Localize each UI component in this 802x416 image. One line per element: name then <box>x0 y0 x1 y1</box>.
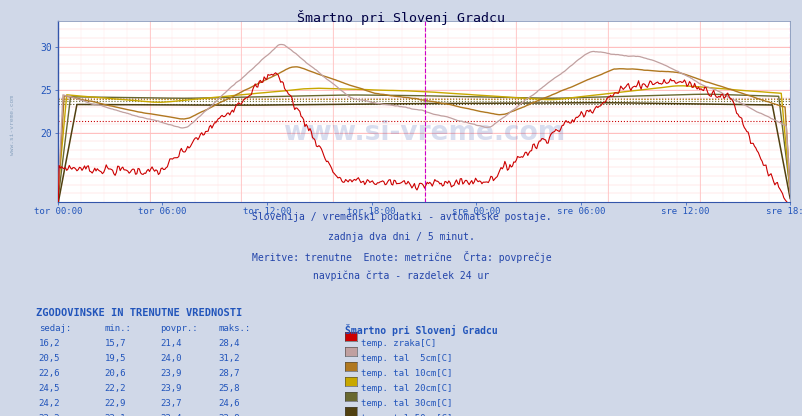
Text: 21,4: 21,4 <box>160 339 182 349</box>
Text: navpična črta - razdelek 24 ur: navpična črta - razdelek 24 ur <box>313 271 489 281</box>
Text: www.si-vreme.com: www.si-vreme.com <box>10 95 14 155</box>
Text: maks.:: maks.: <box>218 324 250 334</box>
Text: povpr.:: povpr.: <box>160 324 198 334</box>
Text: temp. tal 30cm[C]: temp. tal 30cm[C] <box>360 399 452 409</box>
Text: 24,5: 24,5 <box>38 384 60 394</box>
Text: Šmartno pri Slovenj Gradcu: Šmartno pri Slovenj Gradcu <box>297 10 505 25</box>
Text: 24,6: 24,6 <box>218 399 240 409</box>
Text: temp. tal 10cm[C]: temp. tal 10cm[C] <box>360 369 452 379</box>
Text: 23,2: 23,2 <box>38 414 60 416</box>
Text: 23,7: 23,7 <box>160 399 182 409</box>
Text: 25,8: 25,8 <box>218 384 240 394</box>
Text: 28,7: 28,7 <box>218 369 240 379</box>
Text: temp. tal 50cm[C]: temp. tal 50cm[C] <box>360 414 452 416</box>
Text: min.:: min.: <box>104 324 131 334</box>
Text: 23,4: 23,4 <box>160 414 182 416</box>
Text: temp. zraka[C]: temp. zraka[C] <box>360 339 435 349</box>
Text: temp. tal  5cm[C]: temp. tal 5cm[C] <box>360 354 452 364</box>
Text: 23,9: 23,9 <box>160 384 182 394</box>
Text: www.si-vreme.com: www.si-vreme.com <box>282 120 565 146</box>
Text: 15,7: 15,7 <box>104 339 126 349</box>
Text: 20,6: 20,6 <box>104 369 126 379</box>
Text: 23,8: 23,8 <box>218 414 240 416</box>
Text: 20,5: 20,5 <box>38 354 60 364</box>
Text: temp. tal 20cm[C]: temp. tal 20cm[C] <box>360 384 452 394</box>
Text: Meritve: trenutne  Enote: metrične  Črta: povprečje: Meritve: trenutne Enote: metrične Črta: … <box>251 251 551 263</box>
Text: zadnja dva dni / 5 minut.: zadnja dva dni / 5 minut. <box>328 232 474 242</box>
Text: 24,2: 24,2 <box>38 399 60 409</box>
Text: 24,0: 24,0 <box>160 354 182 364</box>
Text: 22,2: 22,2 <box>104 384 126 394</box>
Text: 16,2: 16,2 <box>38 339 60 349</box>
Text: 31,2: 31,2 <box>218 354 240 364</box>
Text: sedaj:: sedaj: <box>38 324 71 334</box>
Text: 22,9: 22,9 <box>104 399 126 409</box>
Text: Slovenija / vremenski podatki - avtomatske postaje.: Slovenija / vremenski podatki - avtomats… <box>251 212 551 222</box>
Text: 19,5: 19,5 <box>104 354 126 364</box>
Text: ZGODOVINSKE IN TRENUTNE VREDNOSTI: ZGODOVINSKE IN TRENUTNE VREDNOSTI <box>36 308 242 318</box>
Text: 28,4: 28,4 <box>218 339 240 349</box>
Text: Šmartno pri Slovenj Gradcu: Šmartno pri Slovenj Gradcu <box>345 324 497 337</box>
Text: 22,6: 22,6 <box>38 369 60 379</box>
Text: 23,1: 23,1 <box>104 414 126 416</box>
Text: 23,9: 23,9 <box>160 369 182 379</box>
